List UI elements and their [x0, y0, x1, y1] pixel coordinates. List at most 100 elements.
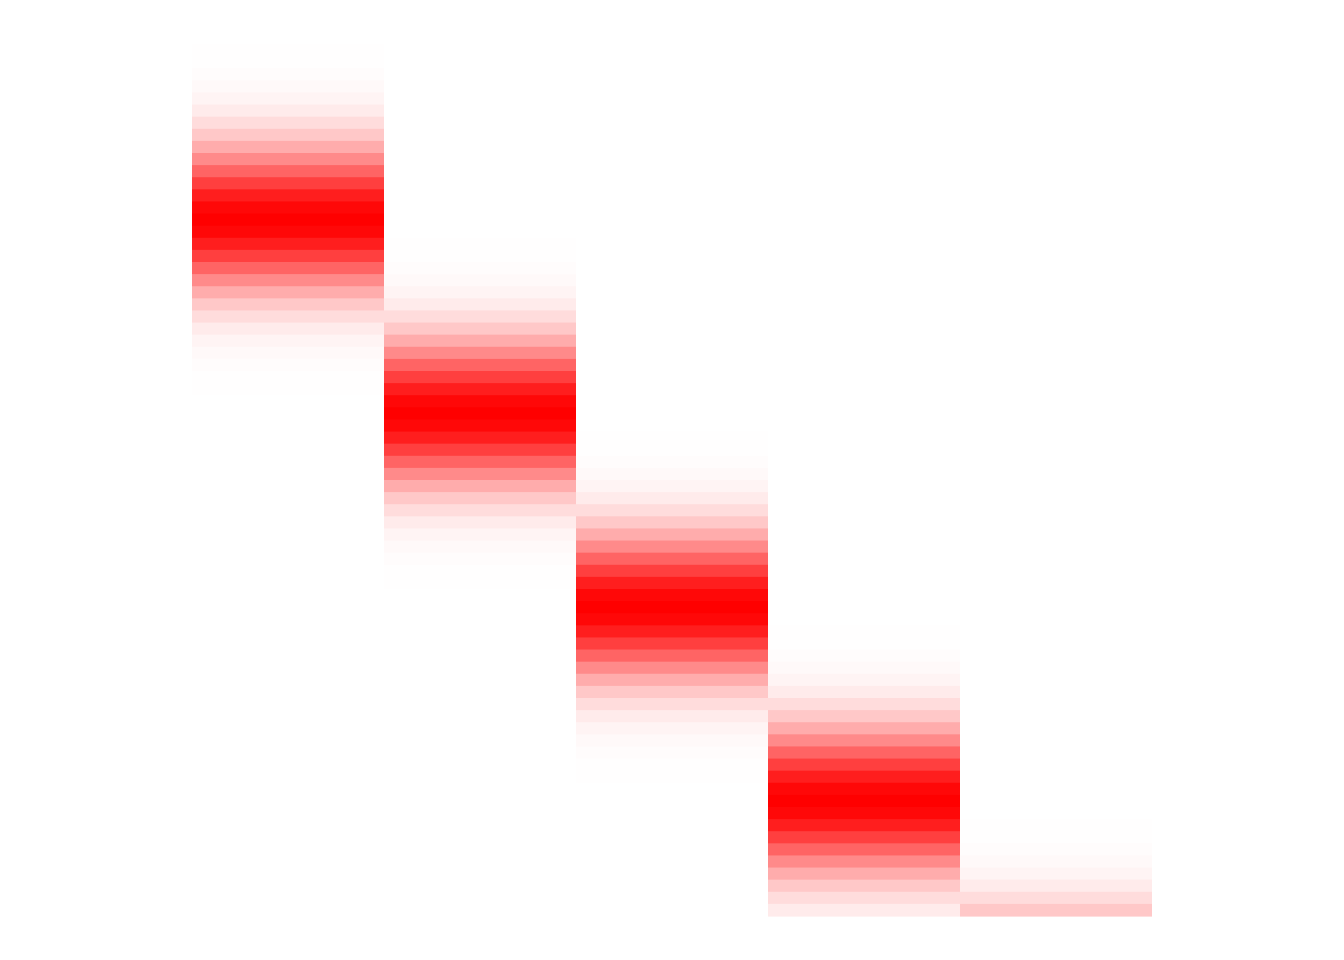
heatmap-cell — [384, 177, 576, 190]
heatmap-cell — [576, 419, 768, 433]
heatmap-cell — [192, 177, 384, 190]
heatmap-cell — [960, 116, 1152, 130]
heatmap-cell — [192, 322, 384, 336]
heatmap-cell — [576, 903, 768, 917]
heatmap-cell — [192, 758, 384, 772]
heatmap-cell — [960, 807, 1152, 820]
heatmap-cell — [768, 782, 960, 796]
heatmap-cell — [384, 116, 576, 130]
heatmap-cell — [384, 685, 576, 699]
heatmap-cell — [960, 310, 1152, 324]
heatmap-cell — [768, 710, 960, 723]
heatmap-cell — [576, 274, 768, 287]
heatmap-cell — [768, 358, 960, 372]
heatmap-cell — [192, 92, 384, 106]
heatmap-cell — [576, 867, 768, 881]
heatmap-cell — [384, 274, 576, 287]
heatmap-cell — [384, 467, 576, 481]
heatmap-cell — [768, 613, 960, 626]
heatmap-cell — [768, 625, 960, 639]
heatmap-cell — [768, 286, 960, 299]
heatmap-cell — [960, 225, 1152, 239]
heatmap-cell — [576, 516, 768, 530]
heatmap-cell — [192, 358, 384, 372]
heatmap-cell — [768, 831, 960, 844]
heatmap-cell — [960, 56, 1152, 69]
heatmap-cell — [576, 407, 768, 421]
heatmap-cell — [576, 431, 768, 445]
heatmap-cell — [192, 698, 384, 711]
heatmap-cell — [192, 722, 384, 735]
heatmap-cell — [960, 722, 1152, 735]
heatmap-cell — [960, 298, 1152, 312]
heatmap-cell — [384, 189, 576, 203]
heatmap-cell — [768, 68, 960, 81]
heatmap-cell — [576, 177, 768, 190]
heatmap-cell — [960, 504, 1152, 517]
heatmap-cell — [768, 262, 960, 275]
heatmap-cell — [960, 104, 1152, 118]
heatmap-cell — [576, 891, 768, 905]
heatmap-cell — [192, 419, 384, 433]
heatmap-cell — [192, 746, 384, 760]
heatmap-cell — [960, 80, 1152, 94]
heatmap-cell — [768, 734, 960, 748]
heatmap-cell — [192, 867, 384, 881]
heatmap-cell — [384, 44, 576, 57]
heatmap-cell — [192, 140, 384, 154]
heatmap-cell — [576, 819, 768, 832]
heatmap-cell — [384, 140, 576, 154]
heatmap-cell — [960, 358, 1152, 372]
heatmap-cell — [576, 576, 768, 590]
heatmap-cell — [576, 552, 768, 566]
heatmap-cell — [768, 322, 960, 336]
heatmap-cell — [576, 213, 768, 227]
heatmap-cell — [960, 649, 1152, 663]
heatmap-cell — [768, 819, 960, 832]
heatmap-cell — [768, 601, 960, 614]
heatmap-cell — [384, 613, 576, 626]
heatmap-cell — [576, 843, 768, 857]
heatmap-cell — [192, 685, 384, 699]
heatmap-cell — [384, 516, 576, 530]
heatmap-cell — [960, 576, 1152, 590]
heatmap-cell — [192, 56, 384, 69]
heatmap-cell — [384, 213, 576, 227]
heatmap-cell — [576, 807, 768, 820]
heatmap-cell — [192, 540, 384, 554]
heatmap-cell — [768, 189, 960, 203]
heatmap-cell — [192, 213, 384, 227]
heatmap-cell — [192, 467, 384, 481]
heatmap-cell — [192, 346, 384, 360]
heatmap-cell — [384, 80, 576, 94]
heatmap-cell — [384, 249, 576, 263]
heatmap-cell — [576, 504, 768, 517]
heatmap-cell — [576, 165, 768, 178]
heatmap-cell — [768, 879, 960, 893]
heatmap-cell — [768, 201, 960, 215]
heatmap-cell — [576, 564, 768, 578]
heatmap-cell — [384, 431, 576, 445]
heatmap-cell — [768, 116, 960, 130]
heatmap-cell — [576, 480, 768, 493]
heatmap-cell — [384, 903, 576, 917]
heatmap-cell — [768, 855, 960, 869]
heatmap-cell — [192, 564, 384, 578]
heatmap-cell — [960, 44, 1152, 57]
heatmap-cell — [576, 201, 768, 215]
heatmap-cell — [192, 371, 384, 384]
heatmap-cell — [768, 698, 960, 711]
heatmap-cell — [192, 710, 384, 723]
heatmap-cell — [384, 407, 576, 421]
heatmap-cell — [960, 68, 1152, 81]
heatmap-cell — [960, 891, 1152, 905]
heatmap-cell — [576, 225, 768, 239]
heatmap-cell — [192, 310, 384, 324]
heatmap-cell — [768, 334, 960, 348]
heatmap-cell — [768, 431, 960, 445]
heatmap-cell — [576, 710, 768, 723]
heatmap-cell — [960, 467, 1152, 481]
heatmap-cell — [576, 467, 768, 481]
heatmap-cell — [768, 564, 960, 578]
heatmap-cell — [960, 794, 1152, 808]
